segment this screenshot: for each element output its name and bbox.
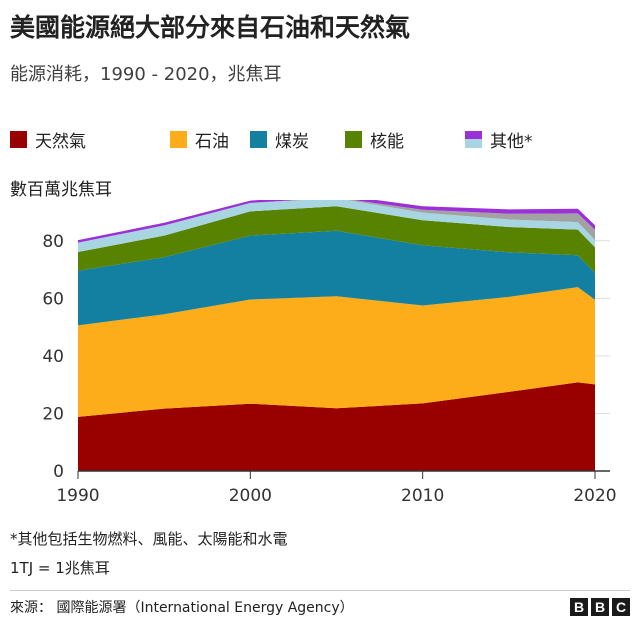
bbc-logo-letter: B: [570, 598, 588, 616]
area-series: [78, 287, 595, 417]
legend-label-nuclear: 核能: [370, 131, 404, 152]
legend-item-nuclear: 核能: [345, 126, 404, 152]
y-tick-label: 0: [53, 462, 64, 482]
legend-swatch-natural-gas: [10, 130, 27, 148]
area-chart: 0 20 40 60 80 1990 2000 2010 2020: [42, 200, 617, 506]
y-axis-unit-label: 數百萬兆焦耳: [10, 180, 112, 200]
legend-swatch-other-top: [465, 130, 482, 139]
legend-item-coal: 煤炭: [250, 126, 309, 152]
legend-label-natural-gas: 天然氣: [35, 131, 86, 152]
legend-label-coal: 煤炭: [275, 131, 309, 152]
chart-title: 美國能源絕大部分來自石油和天然氣: [10, 13, 411, 42]
footer-divider: [10, 590, 630, 591]
y-tick-label: 20: [42, 404, 64, 424]
legend-swatch-oil: [170, 130, 187, 148]
footnote-unit: 1TJ = 1兆焦耳: [10, 559, 110, 577]
legend-item-other: 其他*: [465, 126, 533, 152]
bbc-logo-letter: B: [591, 598, 609, 616]
stacked-areas: [78, 200, 595, 471]
legend: 天然氣 石油 煤炭 核能 其他*: [10, 126, 630, 152]
footnote-other-definition: *其他包括生物燃料、風能、太陽能和水電: [10, 530, 288, 548]
y-tick-label: 80: [42, 232, 64, 252]
area-series: [78, 200, 595, 243]
bbc-logo-letter: C: [612, 598, 630, 616]
area-series: [78, 200, 595, 252]
legend-swatch-other: [465, 130, 482, 148]
legend-item-natural-gas: 天然氣: [10, 126, 86, 152]
legend-swatch-nuclear: [345, 130, 362, 148]
bbc-logo: B B C: [570, 598, 630, 616]
legend-label-other: 其他*: [490, 131, 533, 152]
source-label: 來源： 國際能源署（International Energy Agency）: [10, 600, 354, 616]
chart-subtitle: 能源消耗，1990 - 2020，兆焦耳: [10, 64, 282, 85]
legend-swatch-coal: [250, 130, 267, 148]
axes: 0 20 40 60 80 1990 2000 2010 2020: [42, 232, 616, 506]
x-tick-label: 2000: [229, 486, 272, 506]
x-tick-label: 1990: [56, 486, 99, 506]
legend-swatch-other-bottom: [465, 139, 482, 148]
area-series: [78, 382, 595, 471]
area-series: [78, 230, 595, 326]
y-tick-label: 60: [42, 289, 64, 309]
y-tick-label: 40: [42, 347, 64, 367]
x-tick-label: 2010: [401, 486, 444, 506]
legend-item-oil: 石油: [170, 126, 229, 152]
legend-label-oil: 石油: [195, 131, 229, 152]
area-series: [78, 206, 595, 273]
x-tick-label: 2020: [573, 486, 616, 506]
